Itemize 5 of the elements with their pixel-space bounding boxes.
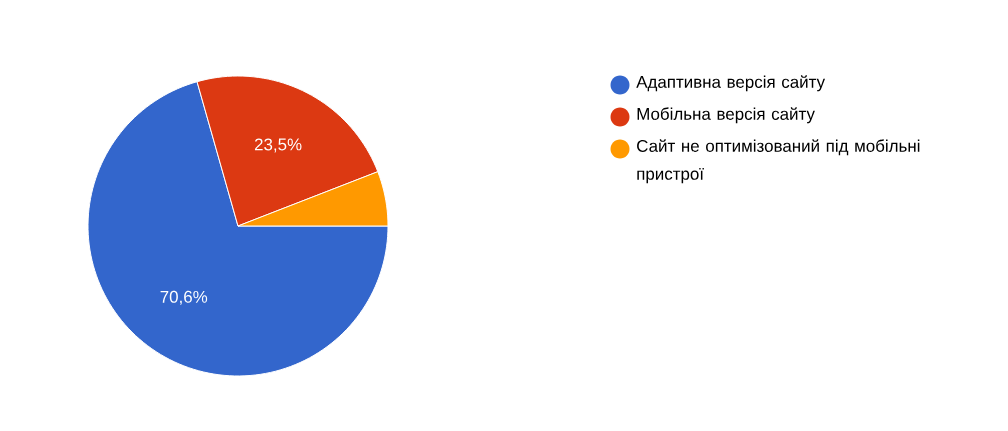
legend-label: Сайт не оптимізований під мобільні пристрої bbox=[637, 139, 920, 184]
legend-label: Мобільна версія сайту bbox=[637, 107, 815, 124]
data-label: 23,5% bbox=[254, 138, 302, 153]
legend-label: Адаптивна версія сайту bbox=[636, 75, 826, 92]
data-label: 70,6% bbox=[160, 290, 208, 305]
